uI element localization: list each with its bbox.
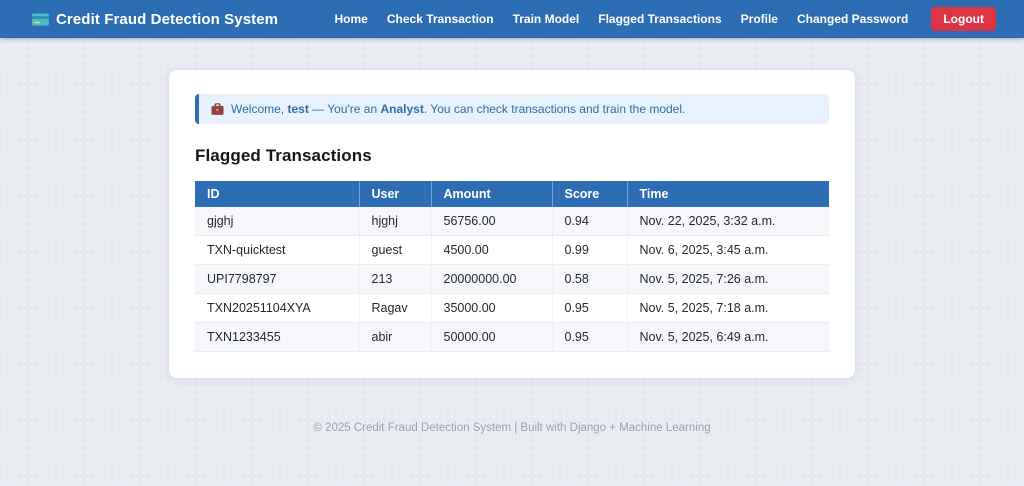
table-cell: TXN-quicktest [195,235,359,265]
footer-text: © 2025 Credit Fraud Detection System | B… [313,422,711,434]
table-cell: 0.58 [551,264,627,294]
table-cell: hjghj [358,207,431,236]
table-cell: 20000000.00 [430,264,552,294]
table-cell: Ragav [358,293,431,323]
table-row: TXN1233455 abir 50000.00 0.95 Nov. 5, 2025, … [195,322,829,352]
column-header-score: Score [551,181,627,207]
column-header-user: User [358,181,431,207]
table-cell: gjghj [195,207,359,236]
table-cell: UPI7798797 [195,264,359,294]
table-cell: 0.95 [551,293,627,323]
alert-username: test [287,102,309,116]
table-cell: 35000.00 [430,293,552,323]
table-cell: 0.99 [551,235,627,265]
table-cell: Nov. 6, 2025, 3:45 a.m. [626,235,829,265]
table-cell: Nov. 5, 2025, 7:18 a.m. [626,293,829,323]
table-row: TXN20251104XYA Ragav 35000.00 0.95 Nov. 5, 2… [195,293,829,323]
table-cell: 0.95 [551,322,627,352]
nav-link-home[interactable]: Home [334,12,368,26]
table-header-row: ID User Amount Score Time [195,181,829,207]
column-header-time: Time [626,181,829,207]
main-content: Welcome, test — You're an Analyst. You c… [0,70,1024,434]
briefcase-icon [211,102,224,116]
alert-suffix: . You can check transactions and train t… [423,102,686,116]
table-cell: TXN1233455 [195,322,359,352]
alert-text: Welcome, test — You're an Analyst. You c… [231,102,685,116]
table-row: gjghj hjghj 56756.00 0.94 Nov. 22, 2025, 3:3… [195,207,829,236]
table-row: TXN-quicktest guest 4500.00 0.99 Nov. 6, 202… [195,235,829,265]
alert-middle: — You're an [308,102,381,116]
table-row: UPI7798797 213 20000000.00 0.58 Nov. 5, 2025… [195,264,829,294]
table-cell: 213 [358,264,431,294]
flagged-transactions-table: ID User Amount Score Time gjghj hjghj 5675… [195,181,829,352]
content-card: Welcome, test — You're an Analyst. You c… [169,70,855,378]
table-cell: Nov. 5, 2025, 6:49 a.m. [626,322,829,352]
nav-links: Home Check Transaction Train Model Flagg… [335,7,996,31]
welcome-alert: Welcome, test — You're an Analyst. You c… [195,94,829,124]
table-cell: 50000.00 [430,322,552,352]
table-cell: 0.94 [551,207,627,236]
nav-link-check-transaction[interactable]: Check Transaction [386,12,494,26]
footer: © 2025 Credit Fraud Detection System | B… [0,422,1024,434]
table-cell: Nov. 5, 2025, 7:26 a.m. [626,264,829,294]
table-cell: abir [358,322,431,352]
nav-link-flagged-transactions[interactable]: Flagged Transactions [598,12,722,26]
brand-title: Credit Fraud Detection System [56,10,279,28]
navbar-brand[interactable]: Credit Fraud Detection System [32,11,278,28]
table-body: gjghj hjghj 56756.00 0.94 Nov. 22, 2025, 3:3… [195,207,829,352]
nav-link-changed-password[interactable]: Changed Password [796,12,909,26]
page-title: Flagged Transactions [195,146,372,165]
table-header: ID User Amount Score Time [195,181,829,207]
column-header-id: ID [195,181,359,207]
table-cell: Nov. 22, 2025, 3:32 a.m. [626,207,829,236]
nav-link-train-model[interactable]: Train Model [512,12,580,26]
navbar: Credit Fraud Detection System Home Check… [0,0,1024,38]
column-header-amount: Amount [430,181,552,207]
table-cell: guest [358,235,431,265]
credit-card-icon [32,13,49,26]
table-cell: 56756.00 [430,207,552,236]
alert-prefix: Welcome, [231,102,288,116]
nav-link-profile[interactable]: Profile [740,12,778,26]
table-cell: TXN20251104XYA [195,293,359,323]
logout-button[interactable]: Logout [931,7,996,31]
table-cell: 4500.00 [430,235,552,265]
alert-role: Analyst [380,102,424,116]
